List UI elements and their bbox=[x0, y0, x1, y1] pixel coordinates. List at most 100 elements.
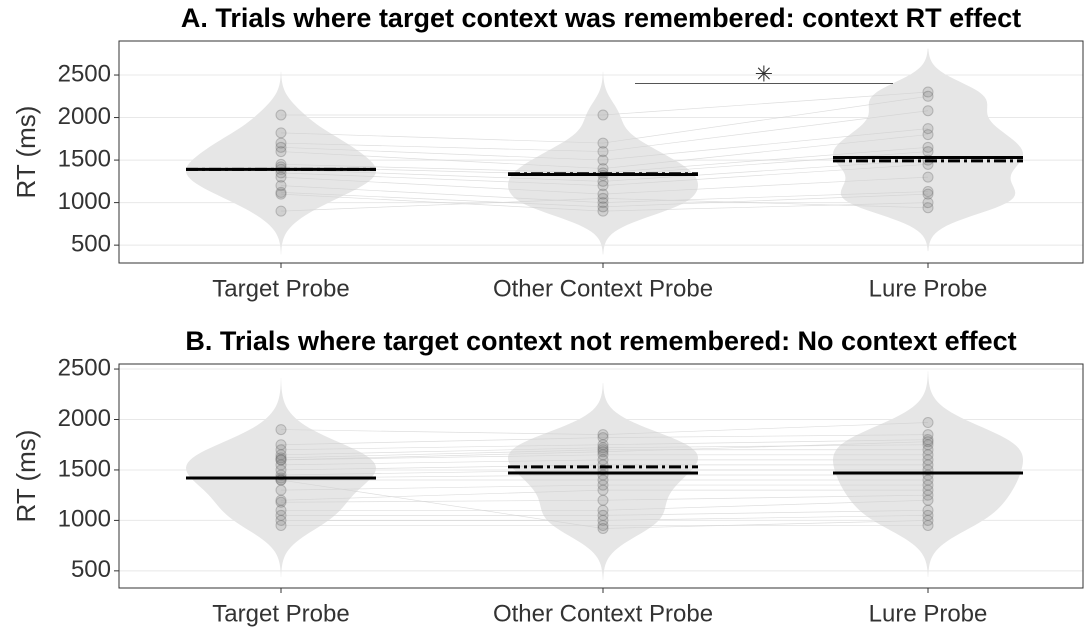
point bbox=[275, 439, 287, 451]
subject-line bbox=[280, 176, 604, 195]
subject-line bbox=[280, 132, 604, 144]
point bbox=[922, 454, 934, 466]
point bbox=[922, 436, 934, 448]
point bbox=[597, 519, 609, 531]
point bbox=[597, 494, 609, 506]
subject-line bbox=[280, 198, 604, 212]
significance-label: ✳ bbox=[755, 61, 773, 86]
point bbox=[275, 504, 287, 516]
subject-line bbox=[602, 151, 929, 176]
point bbox=[275, 509, 287, 521]
subject-line bbox=[602, 499, 929, 511]
point bbox=[922, 129, 934, 141]
panel: A. Trials where target context was remem… bbox=[11, 3, 1084, 302]
subject-line bbox=[280, 172, 604, 186]
point bbox=[275, 180, 287, 192]
point bbox=[922, 90, 934, 102]
point bbox=[922, 417, 934, 429]
subject-line bbox=[280, 142, 604, 152]
point bbox=[922, 429, 934, 441]
y-tick-label: 1500 bbox=[58, 145, 111, 172]
y-tick-label: 2000 bbox=[58, 405, 111, 432]
panel: B. Trials where target context not remem… bbox=[11, 326, 1084, 627]
subject-line bbox=[602, 159, 929, 182]
point bbox=[922, 489, 934, 501]
subject-line bbox=[280, 484, 604, 491]
point bbox=[597, 442, 609, 454]
plot-frame bbox=[118, 363, 1084, 589]
violin bbox=[508, 383, 698, 580]
subject-line bbox=[602, 91, 929, 116]
subject-line bbox=[280, 437, 604, 446]
point bbox=[597, 429, 609, 441]
point bbox=[922, 449, 934, 461]
point bbox=[275, 454, 287, 466]
subject-line bbox=[602, 515, 929, 521]
point bbox=[922, 474, 934, 486]
violin bbox=[186, 71, 376, 255]
subject-line bbox=[280, 479, 604, 529]
y-axis-label: RT (ms) bbox=[11, 430, 41, 523]
subject-line bbox=[602, 444, 929, 449]
subject-line bbox=[602, 95, 929, 144]
point bbox=[597, 137, 609, 149]
point bbox=[597, 109, 609, 121]
point bbox=[275, 137, 287, 149]
y-tick-label: 2500 bbox=[58, 354, 111, 381]
point bbox=[597, 514, 609, 526]
point bbox=[597, 197, 609, 209]
subject-line bbox=[602, 509, 929, 516]
x-tick-label: Lure Probe bbox=[869, 275, 988, 302]
subject-line bbox=[280, 459, 604, 466]
subject-line bbox=[602, 191, 929, 203]
plot-frame bbox=[118, 40, 1084, 264]
point bbox=[275, 454, 287, 466]
subject-line bbox=[280, 193, 604, 212]
subject-line bbox=[602, 163, 929, 186]
point bbox=[275, 127, 287, 139]
point bbox=[922, 186, 934, 198]
point bbox=[922, 188, 934, 200]
point bbox=[597, 446, 609, 458]
chart-title: A. Trials where target context was remem… bbox=[181, 3, 1021, 33]
point bbox=[922, 519, 934, 531]
subject-line bbox=[280, 454, 604, 461]
point bbox=[922, 197, 934, 209]
subject-line bbox=[602, 193, 929, 208]
point bbox=[922, 479, 934, 491]
subject-line bbox=[280, 447, 604, 456]
point bbox=[597, 484, 609, 496]
point bbox=[597, 432, 609, 444]
subject-line bbox=[280, 449, 604, 459]
point bbox=[275, 484, 287, 496]
subject-line bbox=[280, 499, 604, 503]
x-tick-label: Lure Probe bbox=[869, 600, 988, 627]
point bbox=[597, 479, 609, 491]
point bbox=[597, 439, 609, 451]
y-tick-label: 1000 bbox=[58, 506, 111, 533]
point bbox=[275, 519, 287, 531]
point bbox=[922, 439, 934, 451]
point bbox=[922, 494, 934, 506]
point bbox=[597, 188, 609, 200]
subject-line bbox=[280, 451, 604, 461]
point bbox=[922, 141, 934, 153]
subject-line bbox=[602, 494, 929, 501]
point bbox=[597, 444, 609, 456]
subject-line bbox=[602, 134, 929, 169]
subject-line bbox=[280, 163, 604, 174]
subject-line bbox=[280, 469, 604, 476]
point bbox=[597, 504, 609, 516]
point bbox=[275, 188, 287, 200]
point bbox=[275, 496, 287, 508]
subject-line bbox=[280, 151, 604, 169]
point bbox=[275, 109, 287, 121]
y-tick-label: 2000 bbox=[58, 103, 111, 130]
subject-line bbox=[602, 202, 929, 212]
point bbox=[597, 154, 609, 166]
point bbox=[275, 452, 287, 464]
point bbox=[922, 514, 934, 526]
point bbox=[275, 464, 287, 476]
point bbox=[922, 504, 934, 516]
